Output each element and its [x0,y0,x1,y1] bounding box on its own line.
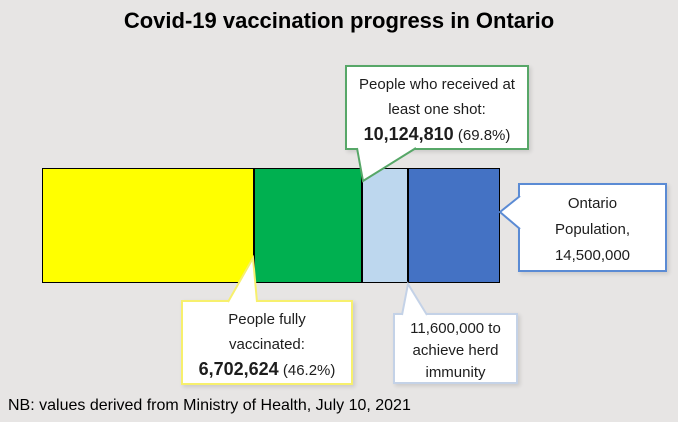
stacked-bar [42,168,500,283]
bar-segment-rest-of-population [408,168,500,283]
callout-population-line2: Population, [554,221,631,238]
source-note: NB: values derived from Ministry of Heal… [8,397,411,414]
bar-segment-one-shot-not-fully-vaccinated [253,168,362,283]
callout-one-shot-line1: People who received at [359,76,515,93]
callout-herd-line2: achieve herd [412,342,499,359]
callout-herd-line1: 11,600,000 to [410,320,501,337]
callout-one-shot-value-line: 10,124,810 (69.8%) [347,122,527,148]
callout-one-shot: People who received at least one shot: 1… [345,65,529,150]
callout-herd-line3: immunity [425,364,486,381]
callout-fully-line1: People fully [228,311,306,328]
callout-population-line1: Ontario [567,195,618,212]
callout-population-line3: 14,500,000 [554,247,631,264]
callout-tail-population [498,195,521,230]
fully-vaccinated-percent: (46.2%) [278,362,336,379]
chart-title: Covid-19 vaccination progress in Ontario [123,8,555,33]
callout-fully-line2: vaccinated: [229,336,305,353]
one-shot-percent: (69.8%) [453,127,511,144]
callout-population: Ontario Population, 14,500,000 [518,183,667,272]
callout-herd-immunity: 11,600,000 to achieve herd immunity [393,313,518,384]
one-shot-value: 10,124,810 [363,124,454,144]
bar-segment-fully-vaccinated [42,168,254,283]
bar-segment-remaining-to-herd-immunity [361,168,409,283]
callout-fully-vaccinated: People fully vaccinated: 6,702,624 (46.2… [181,300,353,385]
fully-vaccinated-value: 6,702,624 [198,359,279,379]
callout-tail-herd-immunity [401,281,428,316]
callout-fully-value-line: 6,702,624 (46.2%) [183,357,351,383]
callout-one-shot-line2: least one shot: [388,101,486,118]
